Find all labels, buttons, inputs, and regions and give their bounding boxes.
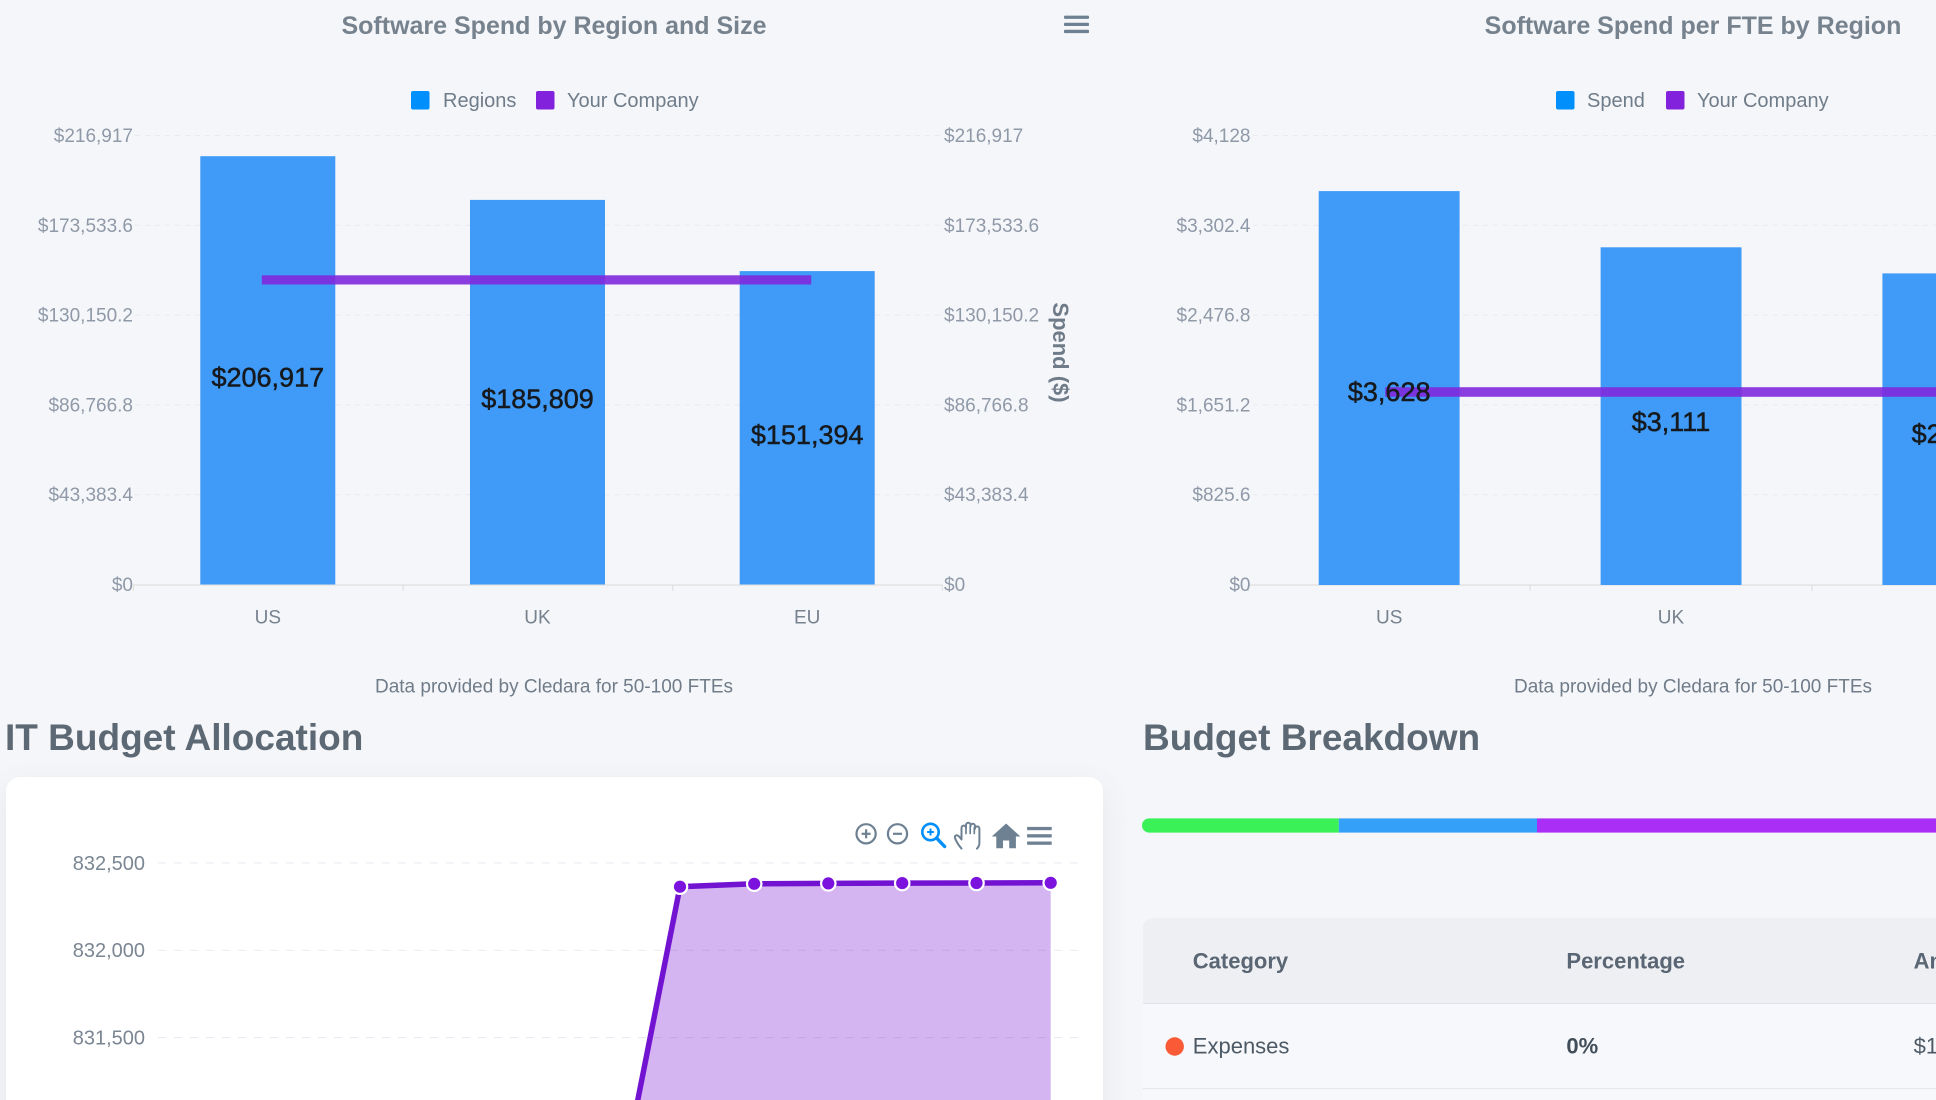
- svg-text:$0: $0: [944, 575, 965, 596]
- svg-text:$4,128: $4,128: [1192, 126, 1250, 147]
- svg-text:$43,383.4: $43,383.4: [944, 485, 1029, 506]
- svg-text:US: US: [255, 608, 281, 629]
- svg-text:Regions: Regions: [443, 90, 516, 112]
- svg-text:EU: EU: [794, 608, 820, 629]
- svg-text:$2,476.8: $2,476.8: [1177, 306, 1251, 327]
- svg-text:Budget Breakdown: Budget Breakdown: [1143, 717, 1480, 758]
- svg-text:0%: 0%: [1566, 1034, 1598, 1059]
- svg-text:Data provided by Cledara for 5: Data provided by Cledara for 50-100 FTEs: [375, 677, 733, 698]
- svg-text:US: US: [1376, 608, 1402, 629]
- svg-text:$130,150.2: $130,150.2: [944, 306, 1039, 327]
- svg-text:$43,383.4: $43,383.4: [48, 485, 133, 506]
- svg-text:Amount: Amount: [1914, 949, 1936, 974]
- svg-text:Software Spend by Region and S: Software Spend by Region and Size: [341, 12, 766, 40]
- svg-text:Category: Category: [1193, 949, 1289, 974]
- svg-text:$3,302.4: $3,302.4: [1177, 216, 1251, 237]
- svg-text:Spend ($): Spend ($): [1048, 302, 1073, 402]
- svg-text:832,500: 832,500: [73, 853, 145, 875]
- svg-text:UK: UK: [1658, 608, 1685, 629]
- svg-text:$1,651.2: $1,651.2: [1177, 395, 1251, 416]
- svg-text:Data provided by Cledara for 5: Data provided by Cledara for 50-100 FTEs: [1514, 677, 1872, 698]
- svg-text:$216,917: $216,917: [944, 126, 1023, 147]
- svg-text:$0: $0: [1229, 575, 1250, 596]
- svg-text:$173,533.6: $173,533.6: [944, 216, 1039, 237]
- svg-text:$3,111: $3,111: [1632, 407, 1711, 437]
- svg-text:Spend: Spend: [1587, 90, 1645, 112]
- svg-text:$151,394: $151,394: [751, 420, 864, 450]
- svg-text:$206,917: $206,917: [211, 363, 324, 393]
- svg-text:Software Spend per FTE by Regi: Software Spend per FTE by Region: [1485, 12, 1902, 40]
- svg-text:$1,000: $1,000: [1914, 1034, 1936, 1059]
- svg-text:Percentage: Percentage: [1566, 949, 1685, 974]
- svg-text:$130,150.2: $130,150.2: [38, 306, 133, 327]
- svg-text:$173,533.6: $173,533.6: [38, 216, 133, 237]
- svg-text:UK: UK: [524, 608, 551, 629]
- svg-text:832,000: 832,000: [73, 940, 145, 962]
- svg-text:$185,809: $185,809: [481, 384, 594, 414]
- svg-text:$86,766.8: $86,766.8: [944, 395, 1029, 416]
- svg-text:Your Company: Your Company: [567, 90, 699, 112]
- svg-text:$825.6: $825.6: [1192, 485, 1250, 506]
- svg-text:831,500: 831,500: [73, 1028, 145, 1050]
- svg-text:$86,766.8: $86,766.8: [48, 395, 133, 416]
- svg-text:Your Company: Your Company: [1697, 90, 1829, 112]
- svg-text:$0: $0: [112, 575, 133, 596]
- svg-text:$216,917: $216,917: [54, 126, 133, 147]
- svg-text:Expenses: Expenses: [1193, 1034, 1290, 1059]
- svg-text:$3,628: $3,628: [1348, 377, 1431, 407]
- svg-text:IT Budget Allocation: IT Budget Allocation: [5, 717, 363, 758]
- svg-text:$2,867: $2,867: [1912, 419, 1936, 449]
